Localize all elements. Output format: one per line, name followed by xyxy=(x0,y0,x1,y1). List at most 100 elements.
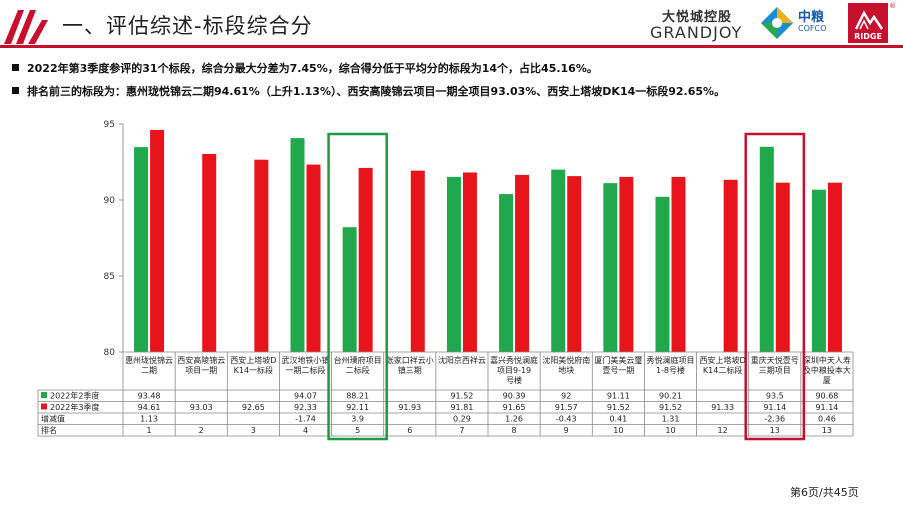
table-cell: 5 xyxy=(355,426,360,435)
table-cell: 1.31 xyxy=(662,415,680,424)
bar-2022q2 xyxy=(655,196,670,352)
table-cell: 92 xyxy=(561,392,571,401)
bar-2022q2 xyxy=(446,176,461,352)
table-cell: 8 xyxy=(512,426,517,435)
bar-2022q2 xyxy=(342,227,357,352)
table-cell: 92.33 xyxy=(294,403,317,412)
bar-2022q3 xyxy=(567,176,582,352)
table-cell: 2 xyxy=(199,426,204,435)
category-label: 1-8号楼 xyxy=(656,365,685,375)
category-label: 西安上塔坡D xyxy=(230,355,276,365)
highlight-box xyxy=(744,132,806,441)
bar-2022q2 xyxy=(551,169,566,352)
table-cell: 91.11 xyxy=(607,392,630,401)
table-cell: 0.29 xyxy=(453,415,471,424)
category-label: 台州璞府项目 xyxy=(334,355,382,365)
table-cell: 0.41 xyxy=(609,415,627,424)
registered-icon: ® xyxy=(889,2,896,10)
table-cell: 91.57 xyxy=(555,403,578,412)
brand-cn-label: 大悦城控股 xyxy=(662,10,733,25)
logo-icon xyxy=(4,10,48,44)
table-cell: 13 xyxy=(822,426,832,435)
y-tick-label: 95 xyxy=(104,120,115,130)
page-title: 一、评估综述-标段综合分 xyxy=(62,14,313,38)
bullet-square-icon xyxy=(12,64,19,71)
cofco-icon xyxy=(761,7,793,39)
table-cell: 91.93 xyxy=(398,403,421,412)
legend-swatch xyxy=(41,392,47,398)
category-label: 秀悦澜庭项目 xyxy=(647,355,695,365)
table-cell: 91.33 xyxy=(711,403,734,412)
category-label: 项目9-19 xyxy=(497,366,531,375)
bar-2022q2 xyxy=(290,138,305,352)
table-cell: -2.36 xyxy=(764,415,785,424)
table-cell: 92.11 xyxy=(346,403,369,412)
table-row-header: 2022年2季度 xyxy=(50,391,99,401)
bar-2022q3 xyxy=(202,153,217,352)
table-cell: 91.81 xyxy=(450,403,473,412)
highlight-box xyxy=(327,132,388,441)
category-label: K14一标段 xyxy=(234,365,273,375)
table-row-header: 2022年3季度 xyxy=(50,402,99,412)
category-label: 张家口祥云小 xyxy=(386,355,434,365)
header-divider xyxy=(0,45,903,48)
ridge-label: RIDGE xyxy=(854,32,882,41)
category-label: 深圳中天人寿 xyxy=(803,355,851,365)
bar-2022q2 xyxy=(759,146,774,352)
table-cell: 90.39 xyxy=(503,392,526,401)
bar-2022q3 xyxy=(254,159,269,352)
bar-2022q2 xyxy=(603,183,618,352)
table-cell: 1.26 xyxy=(505,415,523,424)
table-cell: -1.74 xyxy=(295,415,316,424)
grandjoy-logo: 大悦城控股 GRANDJOY xyxy=(648,4,756,42)
table-cell: 88.21 xyxy=(346,392,369,401)
table-cell: 94.61 xyxy=(138,403,161,412)
category-label: 厦 xyxy=(823,376,831,385)
category-label: K14二标段 xyxy=(703,365,742,375)
y-tick-label: 90 xyxy=(104,196,116,206)
bar-2022q3 xyxy=(671,176,686,352)
category-label: 沈阳美悦府南 xyxy=(542,355,590,365)
category-label: 二标段 xyxy=(346,365,370,375)
category-label: 西安上塔坡D xyxy=(700,355,746,365)
ridge-logo: RIDGE xyxy=(848,3,888,43)
table-row-header: 排名 xyxy=(41,425,57,435)
category-label: 西安高陵锦云 xyxy=(177,355,225,365)
y-tick-label: 80 xyxy=(104,348,116,358)
legend-swatch xyxy=(41,403,47,410)
brand-en-label: GRANDJOY xyxy=(650,23,743,42)
cofco-en-label: COFCO xyxy=(798,24,827,33)
summary-bullet-1-text: 2022年第3季度参评的31个标段，综合分最大分差为7.45%，综合得分低于平均… xyxy=(27,62,598,75)
bar-2022q3 xyxy=(723,179,738,352)
table-cell: 12 xyxy=(718,426,728,435)
bar-2022q2 xyxy=(499,194,514,352)
bar-2022q3 xyxy=(358,167,373,352)
table-cell: 3 xyxy=(251,426,256,435)
header: 一、评估综述-标段综合分 大悦城控股 GRANDJOY 中粮 COFCO RID… xyxy=(0,0,903,48)
summary-bullet-1: 2022年第3季度参评的31个标段，综合分最大分差为7.45%，综合得分低于平均… xyxy=(12,60,598,76)
bar-2022q3 xyxy=(827,182,842,352)
bar-2022q3 xyxy=(515,174,530,352)
cofco-cn-label: 中粮 xyxy=(798,10,825,25)
table-cell: -0.43 xyxy=(556,415,577,424)
table-cell: 91.52 xyxy=(607,403,630,412)
summary-bullet-2: 排名前三的标段为：惠州珑悦锦云二期94.61%（上升1.13%）、西安高陵锦云项… xyxy=(12,83,725,99)
category-label: 三期项目 xyxy=(759,366,791,375)
table-cell: 90.21 xyxy=(659,392,682,401)
table-cell: 1.13 xyxy=(140,415,158,424)
table-cell: 4 xyxy=(303,426,308,435)
category-label: 项目一期 xyxy=(185,366,217,375)
category-label: 地块 xyxy=(558,365,574,375)
table-cell: 0.46 xyxy=(818,415,836,424)
table-cell: 90.68 xyxy=(815,392,838,401)
table-cell: 6 xyxy=(407,426,412,435)
category-label: 武汉地铁小镇 xyxy=(282,355,330,365)
table-cell: 93.48 xyxy=(138,392,161,401)
table-cell: 92.65 xyxy=(242,403,265,412)
table-cell: 93.5 xyxy=(766,392,784,401)
table-cell: 91.14 xyxy=(763,403,786,412)
table-row-header: 增减值 xyxy=(41,414,65,424)
table-cell: 10 xyxy=(665,426,675,435)
category-label: 嘉兴秀悦澜庭 xyxy=(490,355,538,365)
cofco-logo: 中粮 COFCO xyxy=(760,4,840,42)
